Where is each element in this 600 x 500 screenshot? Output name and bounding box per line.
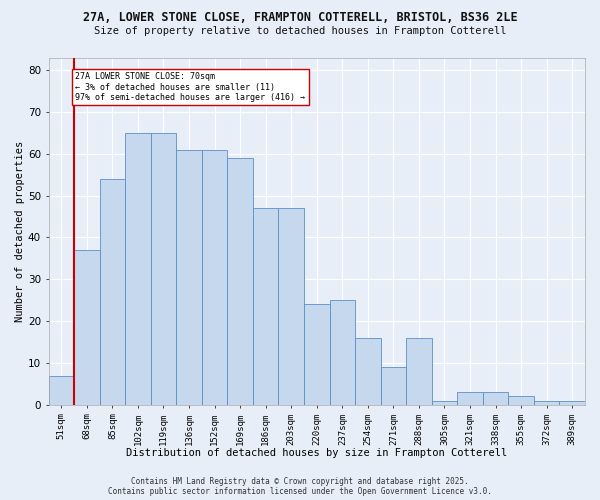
Bar bbox=[74, 250, 100, 405]
Bar bbox=[508, 396, 534, 405]
Bar bbox=[49, 376, 74, 405]
Bar bbox=[380, 367, 406, 405]
Bar bbox=[329, 300, 355, 405]
Bar bbox=[278, 208, 304, 405]
Bar bbox=[202, 150, 227, 405]
Bar bbox=[406, 338, 432, 405]
Bar bbox=[304, 304, 329, 405]
X-axis label: Distribution of detached houses by size in Frampton Cotterell: Distribution of detached houses by size … bbox=[126, 448, 508, 458]
Text: 27A, LOWER STONE CLOSE, FRAMPTON COTTERELL, BRISTOL, BS36 2LE: 27A, LOWER STONE CLOSE, FRAMPTON COTTERE… bbox=[83, 11, 517, 24]
Y-axis label: Number of detached properties: Number of detached properties bbox=[15, 140, 25, 322]
Text: Size of property relative to detached houses in Frampton Cotterell: Size of property relative to detached ho… bbox=[94, 26, 506, 36]
Bar bbox=[151, 133, 176, 405]
Bar bbox=[559, 400, 585, 405]
Bar bbox=[227, 158, 253, 405]
Bar bbox=[253, 208, 278, 405]
Bar bbox=[483, 392, 508, 405]
Bar bbox=[100, 179, 125, 405]
Bar bbox=[432, 400, 457, 405]
Bar bbox=[457, 392, 483, 405]
Bar bbox=[355, 338, 380, 405]
Bar bbox=[125, 133, 151, 405]
Bar bbox=[534, 400, 559, 405]
Bar bbox=[176, 150, 202, 405]
Text: 27A LOWER STONE CLOSE: 70sqm
← 3% of detached houses are smaller (11)
97% of sem: 27A LOWER STONE CLOSE: 70sqm ← 3% of det… bbox=[76, 72, 305, 102]
Text: Contains HM Land Registry data © Crown copyright and database right 2025.
Contai: Contains HM Land Registry data © Crown c… bbox=[108, 476, 492, 496]
